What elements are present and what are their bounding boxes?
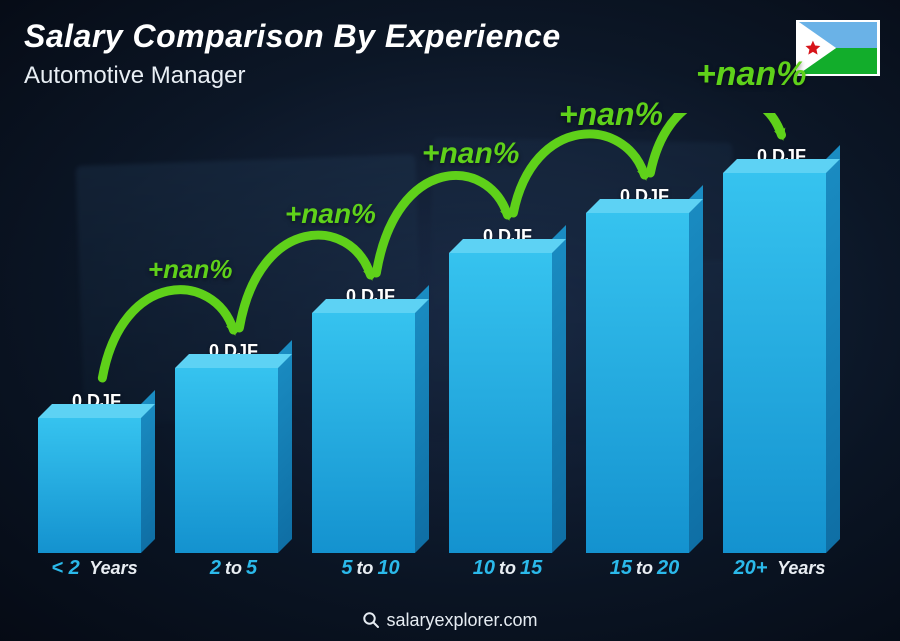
footer-text: salaryexplorer.com [386, 610, 537, 630]
bar-shape [312, 313, 429, 553]
x-label: 20+ Years [723, 557, 840, 587]
bars-container: 0 DJF0 DJF0 DJF0 DJF0 DJF0 DJF [28, 113, 850, 553]
bar-3: 0 DJF [449, 113, 566, 553]
x-label: 15to20 [586, 557, 703, 587]
bar-2: 0 DJF [312, 113, 429, 553]
x-label: 2to5 [175, 557, 292, 587]
bar-shape [175, 368, 292, 553]
search-icon [362, 611, 380, 629]
chart-title: Salary Comparison By Experience [24, 18, 561, 55]
bar-0: 0 DJF [38, 113, 155, 553]
country-flag-djibouti [796, 20, 880, 76]
bar-shape [723, 173, 840, 553]
bar-4: 0 DJF [586, 113, 703, 553]
x-axis-labels: < 2 Years 2to5 5to10 10to15 15to20 20+ Years [28, 557, 850, 587]
x-label: 5to10 [312, 557, 429, 587]
infographic-stage: Salary Comparison By Experience Automoti… [0, 0, 900, 641]
chart-subtitle: Automotive Manager [24, 62, 245, 90]
flag-svg [798, 22, 878, 74]
bar-shape [586, 213, 703, 553]
bar-shape [38, 418, 155, 553]
bar-chart: 0 DJF0 DJF0 DJF0 DJF0 DJF0 DJF +nan%+nan… [28, 87, 850, 587]
x-label: < 2 Years [38, 557, 155, 587]
footer: salaryexplorer.com [0, 610, 900, 631]
bar-shape [449, 253, 566, 553]
bar-5: 0 DJF [723, 113, 840, 553]
bar-1: 0 DJF [175, 113, 292, 553]
x-label: 10to15 [449, 557, 566, 587]
